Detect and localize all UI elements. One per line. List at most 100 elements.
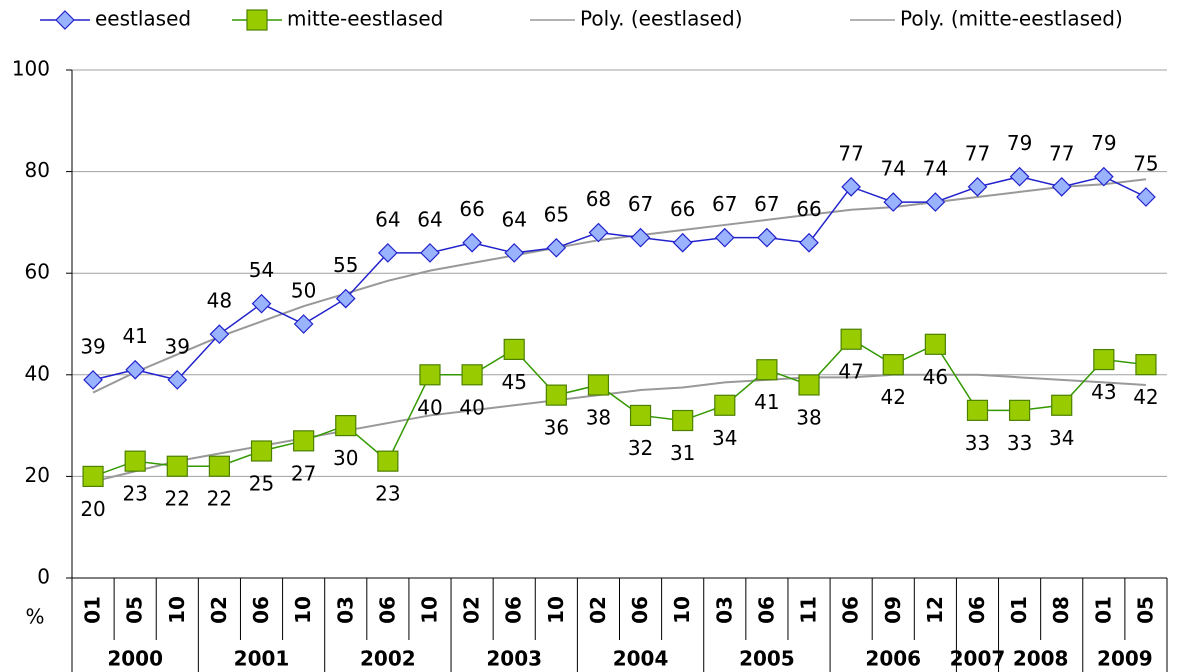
data-point — [924, 333, 946, 355]
data-point — [1051, 176, 1072, 197]
group-label: 2009 — [1097, 647, 1153, 671]
data-label: 23 — [375, 482, 400, 506]
data-point — [125, 359, 146, 380]
data-label: 41 — [754, 390, 779, 414]
data-point — [335, 288, 356, 309]
group-label: 2008 — [1013, 647, 1069, 671]
data-point — [167, 370, 188, 390]
data-point — [504, 243, 525, 263]
data-label: 34 — [1049, 426, 1074, 450]
data-label: 66 — [459, 197, 484, 221]
data-label: 36 — [544, 416, 569, 440]
data-point — [967, 176, 988, 197]
data-point — [966, 399, 989, 421]
data-label: 22 — [207, 487, 232, 511]
data-point — [124, 450, 146, 472]
data-label: 79 — [1007, 131, 1032, 155]
y-tick-label: 0 — [37, 565, 50, 589]
data-point — [714, 227, 735, 248]
x-tick-label: 01 — [1007, 596, 1031, 624]
legend-marker — [246, 9, 268, 31]
data-point — [1093, 348, 1115, 371]
data-label: 34 — [712, 426, 737, 450]
data-label: 39 — [165, 334, 190, 358]
x-tick-label: 06 — [965, 596, 989, 624]
y-tick-label: 20 — [25, 463, 50, 487]
group-label: 2006 — [865, 647, 921, 671]
data-point — [1008, 399, 1031, 421]
data-point — [82, 465, 104, 487]
data-label: 67 — [754, 192, 779, 216]
y-tick-label: 100 — [12, 57, 50, 81]
data-point — [798, 374, 820, 396]
x-tick-label: 11 — [797, 596, 821, 624]
data-point — [545, 384, 567, 406]
trend-line — [92, 373, 1147, 483]
data-point — [503, 338, 525, 360]
data-label: 67 — [712, 192, 737, 216]
x-tick-label: 02 — [207, 596, 231, 624]
x-tick-label: 12 — [923, 596, 947, 624]
x-tick-label: 02 — [460, 596, 484, 624]
data-label: 33 — [1007, 431, 1032, 455]
data-label: 68 — [586, 187, 611, 211]
group-label: 2003 — [486, 647, 542, 671]
data-point — [840, 328, 862, 350]
data-point — [1136, 187, 1156, 207]
data-point — [756, 359, 778, 381]
group-label: 2004 — [613, 647, 669, 671]
data-label: 33 — [965, 431, 990, 455]
data-label: 20 — [80, 497, 105, 521]
data-point — [166, 455, 188, 477]
data-point — [250, 440, 273, 462]
data-label: 25 — [249, 472, 274, 496]
y-axis-label: % — [25, 605, 44, 629]
data-label: 31 — [670, 441, 695, 465]
x-tick-label: 05 — [1133, 596, 1157, 624]
data-point — [378, 243, 398, 263]
data-point — [629, 404, 652, 427]
x-tick-label: 08 — [1049, 596, 1073, 624]
data-point — [293, 430, 315, 452]
data-label: 74 — [923, 157, 948, 181]
data-point — [714, 394, 736, 416]
data-point — [587, 374, 610, 396]
data-label: 55 — [333, 253, 358, 277]
data-label: 23 — [122, 482, 147, 506]
x-tick-label: 06 — [502, 596, 526, 624]
data-label: 38 — [586, 405, 611, 429]
data-point — [1093, 166, 1114, 187]
data-point — [546, 237, 567, 258]
data-point — [882, 354, 904, 376]
data-label: 45 — [501, 370, 526, 394]
x-tick-label: 10 — [670, 596, 694, 624]
data-label: 32 — [628, 436, 653, 460]
data-label: 48 — [207, 289, 232, 313]
data-label: 64 — [375, 207, 400, 231]
data-label: 42 — [1133, 385, 1158, 409]
data-point — [1135, 354, 1157, 376]
data-point — [630, 227, 651, 248]
group-label: 2005 — [739, 647, 795, 671]
x-tick-label: 10 — [544, 596, 568, 624]
data-point — [335, 415, 357, 437]
data-label: 65 — [544, 202, 569, 226]
legend-label: eestlased — [95, 7, 191, 31]
data-label: 77 — [965, 141, 990, 165]
data-label: 77 — [1049, 141, 1074, 165]
data-point — [1051, 394, 1073, 416]
data-label: 77 — [838, 141, 863, 165]
data-point — [293, 314, 314, 334]
x-tick-label: 06 — [249, 596, 273, 624]
legend-label: Poly. (eestlased) — [580, 7, 743, 31]
data-point — [672, 409, 694, 432]
legend-label: Poly. (mitte-eestlased) — [900, 7, 1123, 31]
data-label: 40 — [459, 395, 484, 419]
data-point — [83, 370, 103, 390]
data-point — [462, 232, 482, 253]
data-label: 50 — [291, 279, 316, 303]
x-tick-label: 10 — [165, 596, 189, 624]
data-point — [588, 222, 609, 243]
data-point — [883, 192, 904, 212]
x-tick-label: 01 — [1091, 596, 1115, 624]
